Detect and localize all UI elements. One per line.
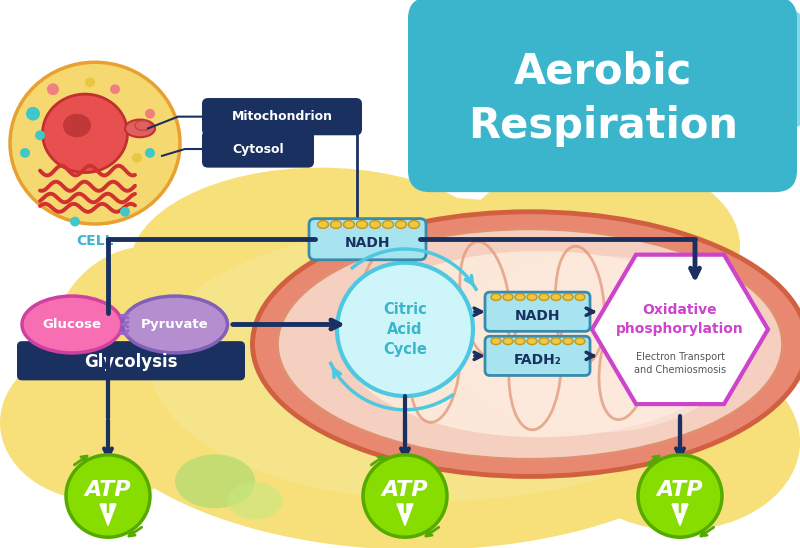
Text: Glycolysis: Glycolysis bbox=[84, 353, 178, 371]
FancyBboxPatch shape bbox=[485, 292, 590, 332]
Ellipse shape bbox=[278, 229, 782, 459]
Circle shape bbox=[145, 109, 155, 118]
Text: Respiration: Respiration bbox=[468, 105, 738, 147]
Ellipse shape bbox=[460, 256, 740, 432]
Ellipse shape bbox=[551, 294, 561, 300]
Text: Aerobic: Aerobic bbox=[514, 50, 692, 93]
Circle shape bbox=[132, 153, 142, 163]
Text: Oxidative
phosphorylation: Oxidative phosphorylation bbox=[616, 304, 744, 336]
Ellipse shape bbox=[575, 294, 585, 300]
Circle shape bbox=[66, 455, 150, 537]
Ellipse shape bbox=[342, 251, 738, 437]
Ellipse shape bbox=[227, 482, 282, 520]
FancyBboxPatch shape bbox=[202, 130, 314, 168]
Circle shape bbox=[35, 130, 45, 140]
Ellipse shape bbox=[503, 338, 513, 345]
Ellipse shape bbox=[22, 296, 122, 353]
Circle shape bbox=[120, 207, 130, 216]
Ellipse shape bbox=[357, 221, 367, 229]
Circle shape bbox=[638, 455, 722, 537]
Polygon shape bbox=[672, 504, 688, 526]
Ellipse shape bbox=[50, 246, 250, 462]
Text: ATP: ATP bbox=[85, 480, 131, 500]
Ellipse shape bbox=[130, 168, 510, 364]
Text: CELL: CELL bbox=[76, 235, 114, 248]
Circle shape bbox=[47, 83, 59, 95]
FancyBboxPatch shape bbox=[309, 219, 426, 260]
Ellipse shape bbox=[70, 197, 770, 548]
Circle shape bbox=[85, 77, 95, 87]
Circle shape bbox=[110, 84, 120, 94]
Circle shape bbox=[26, 107, 40, 121]
Ellipse shape bbox=[539, 294, 549, 300]
Ellipse shape bbox=[370, 221, 381, 229]
Text: Citric
Acid
Cycle: Citric Acid Cycle bbox=[383, 302, 427, 357]
Ellipse shape bbox=[515, 338, 525, 345]
Text: Electron Transport
and Chemiosmosis: Electron Transport and Chemiosmosis bbox=[634, 352, 726, 375]
Ellipse shape bbox=[343, 221, 354, 229]
Circle shape bbox=[20, 148, 30, 158]
Text: Pyruvate: Pyruvate bbox=[141, 318, 209, 331]
Ellipse shape bbox=[150, 226, 730, 501]
Ellipse shape bbox=[515, 294, 525, 300]
Text: FADH₂: FADH₂ bbox=[514, 353, 562, 367]
Text: Cytosol: Cytosol bbox=[232, 142, 284, 156]
Ellipse shape bbox=[527, 294, 537, 300]
Circle shape bbox=[145, 148, 155, 158]
Ellipse shape bbox=[125, 119, 155, 137]
Ellipse shape bbox=[175, 454, 255, 509]
Ellipse shape bbox=[460, 158, 740, 334]
Ellipse shape bbox=[715, 283, 775, 327]
Ellipse shape bbox=[563, 294, 573, 300]
Ellipse shape bbox=[318, 221, 329, 229]
Ellipse shape bbox=[527, 338, 537, 345]
Circle shape bbox=[363, 455, 447, 537]
FancyBboxPatch shape bbox=[485, 336, 590, 375]
Circle shape bbox=[70, 216, 80, 226]
Ellipse shape bbox=[382, 221, 394, 229]
Text: NADH: NADH bbox=[514, 309, 560, 323]
Ellipse shape bbox=[539, 338, 549, 345]
Ellipse shape bbox=[503, 294, 513, 300]
Ellipse shape bbox=[551, 338, 561, 345]
Ellipse shape bbox=[409, 221, 419, 229]
Ellipse shape bbox=[330, 221, 342, 229]
Ellipse shape bbox=[491, 294, 501, 300]
Circle shape bbox=[337, 262, 473, 396]
FancyBboxPatch shape bbox=[17, 341, 245, 380]
Ellipse shape bbox=[733, 6, 800, 133]
Ellipse shape bbox=[42, 94, 127, 173]
Text: ATP: ATP bbox=[382, 480, 428, 500]
Polygon shape bbox=[592, 255, 768, 404]
Polygon shape bbox=[100, 504, 116, 526]
Ellipse shape bbox=[491, 338, 501, 345]
Ellipse shape bbox=[395, 221, 406, 229]
Text: NADH: NADH bbox=[345, 236, 390, 250]
Ellipse shape bbox=[575, 338, 585, 345]
Text: ATP: ATP bbox=[657, 480, 703, 500]
Ellipse shape bbox=[563, 338, 573, 345]
Ellipse shape bbox=[0, 344, 200, 501]
FancyBboxPatch shape bbox=[202, 98, 362, 135]
FancyBboxPatch shape bbox=[408, 0, 797, 192]
Ellipse shape bbox=[63, 114, 91, 137]
Text: Glucose: Glucose bbox=[42, 318, 102, 331]
Ellipse shape bbox=[560, 354, 800, 530]
Ellipse shape bbox=[122, 296, 227, 353]
Polygon shape bbox=[397, 504, 413, 526]
Text: Mitochondrion: Mitochondrion bbox=[231, 110, 333, 123]
Ellipse shape bbox=[253, 212, 800, 476]
Ellipse shape bbox=[10, 62, 180, 224]
